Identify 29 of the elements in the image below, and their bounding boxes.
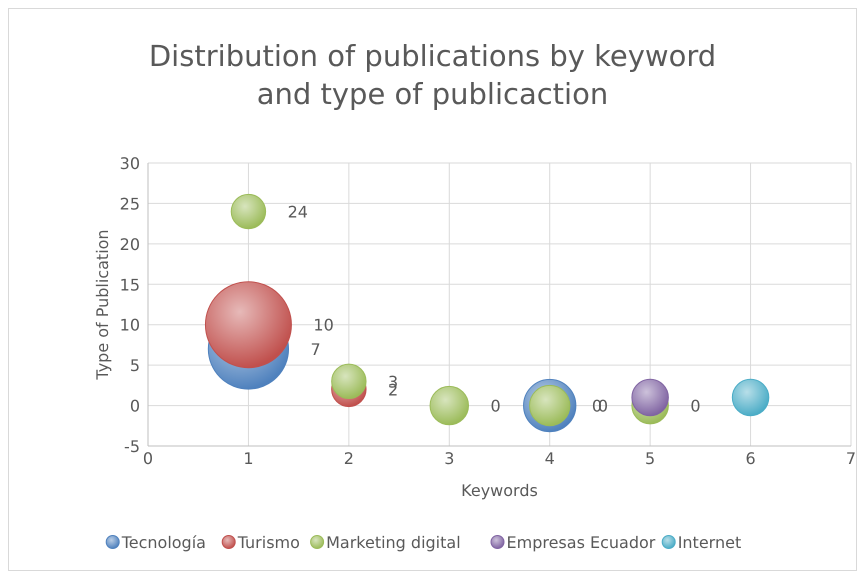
y-tick-label: 15 <box>120 275 140 294</box>
y-tick-label: 25 <box>120 194 140 214</box>
y-tick-label: 20 <box>120 234 140 254</box>
x-tick-label: 4 <box>544 449 555 468</box>
x-tick-label: 5 <box>645 449 656 468</box>
data-label: 10 <box>313 316 334 335</box>
y-tick-label: 30 <box>120 154 140 173</box>
data-label: 24 <box>288 202 308 222</box>
chart-title: Distribution of publications by keyword and type of publicaction <box>148 39 716 111</box>
y-tick-label: 0 <box>130 396 140 416</box>
y-tick-label: 5 <box>130 356 140 376</box>
y-tick-label: 10 <box>120 316 140 335</box>
data-label: 7 <box>310 340 321 359</box>
legend-label: Empresas Ecuador <box>506 533 656 552</box>
x-axis-title: Keywords <box>461 481 538 500</box>
y-tick-label: -5 <box>124 437 140 456</box>
x-tick-label: 3 <box>444 449 454 468</box>
legend-label: Internet <box>678 533 742 552</box>
legend-label: Tecnología <box>120 533 206 552</box>
legend-label: Turismo <box>236 533 300 552</box>
legend-label: Marketing digital <box>326 533 461 552</box>
x-tick-label: 6 <box>745 449 756 468</box>
x-tick-label: 0 <box>142 449 154 468</box>
x-tick-label: 2 <box>344 449 354 468</box>
x-tick-label: 1 <box>243 449 254 468</box>
x-tick-label: 7 <box>846 449 856 468</box>
data-label: 0 <box>490 396 501 416</box>
y-axis-title: Type of Publication <box>93 229 112 381</box>
data-label: 0 <box>690 396 701 416</box>
